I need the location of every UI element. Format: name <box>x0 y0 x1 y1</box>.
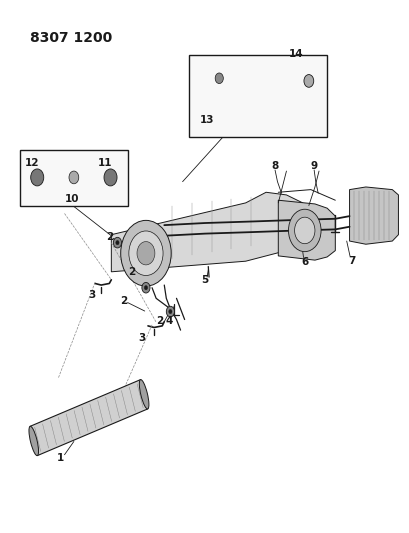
Text: 9: 9 <box>310 161 317 171</box>
Text: 3: 3 <box>138 333 146 343</box>
Circle shape <box>115 240 119 245</box>
Text: 1: 1 <box>57 454 64 463</box>
Text: 5: 5 <box>201 274 208 285</box>
Ellipse shape <box>29 426 38 456</box>
Text: 6: 6 <box>300 257 308 267</box>
Polygon shape <box>349 187 398 244</box>
Circle shape <box>288 209 320 252</box>
Text: 2: 2 <box>120 296 127 306</box>
Circle shape <box>144 286 147 290</box>
Text: 8307 1200: 8307 1200 <box>30 30 112 45</box>
Bar <box>20 150 127 206</box>
Text: 11: 11 <box>98 158 112 168</box>
Circle shape <box>69 171 79 184</box>
Text: 4: 4 <box>166 316 173 326</box>
Text: 2: 2 <box>106 232 112 243</box>
Circle shape <box>303 75 313 87</box>
Polygon shape <box>30 379 147 456</box>
Circle shape <box>215 73 223 84</box>
Text: 14: 14 <box>288 49 302 59</box>
Circle shape <box>166 306 174 317</box>
Text: 12: 12 <box>25 158 39 168</box>
Circle shape <box>294 217 314 244</box>
Polygon shape <box>111 192 302 272</box>
Circle shape <box>113 237 121 248</box>
Polygon shape <box>278 200 335 260</box>
Text: 7: 7 <box>347 256 355 266</box>
Ellipse shape <box>139 379 148 409</box>
Circle shape <box>120 220 171 286</box>
Text: 13: 13 <box>199 115 213 125</box>
Text: 2: 2 <box>156 316 164 326</box>
Circle shape <box>142 282 150 293</box>
Bar <box>188 55 326 136</box>
Text: 8: 8 <box>271 161 278 171</box>
Circle shape <box>31 169 44 186</box>
Circle shape <box>137 241 155 265</box>
Text: 10: 10 <box>64 194 79 204</box>
Circle shape <box>104 169 117 186</box>
Text: 2: 2 <box>128 267 135 277</box>
Text: 3: 3 <box>88 289 95 300</box>
Circle shape <box>169 310 172 314</box>
Circle shape <box>128 231 163 276</box>
